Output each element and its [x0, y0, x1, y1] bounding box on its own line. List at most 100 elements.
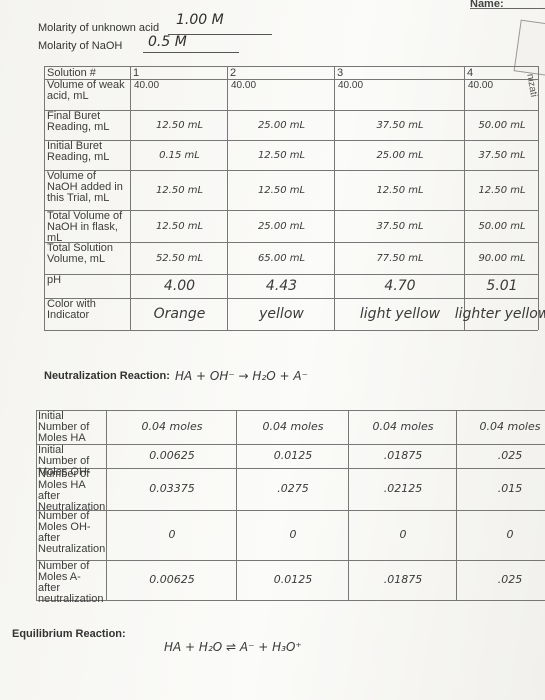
grid-row-line [36, 444, 545, 445]
naoh-molarity-line [143, 52, 239, 53]
grid-col-line [227, 66, 228, 330]
row-label: Volume of weak acid, mL [47, 79, 125, 102]
name-line [470, 8, 545, 9]
handwritten-entry: .01875 [383, 573, 423, 586]
grid-row-line [44, 298, 538, 299]
grid-col-line [538, 66, 539, 330]
naoh-molarity-value: 0.5 M [148, 34, 187, 50]
solution-number-header: 2 [230, 66, 237, 79]
row-label: Number of Moles HA after Neutralization [38, 468, 106, 513]
grid-row-line [36, 510, 545, 511]
handwritten-entry: 0.15 mL [159, 149, 200, 161]
handwritten-entry: 65.00 mL [257, 252, 306, 264]
handwritten-entry: .025 [497, 573, 523, 586]
handwritten-entry: .0275 [277, 482, 309, 495]
grid-row-line [44, 330, 538, 331]
grid-col-line [456, 410, 457, 600]
handwritten-entry: 12.50 mL [478, 184, 526, 196]
handwritten-entry: 0.00625 [149, 573, 195, 586]
handwritten-entry: 50.00 mL [478, 119, 526, 131]
handwritten-entry: 0.03375 [149, 482, 195, 495]
grid-row-line [44, 66, 538, 67]
row-label: Initial Number of Moles HA [38, 410, 90, 444]
row-label: Final Buret Reading, mL [47, 110, 110, 133]
neutralization-label: Neutralization Reaction: [44, 370, 170, 382]
handwritten-entry: 37.50 mL [376, 220, 424, 232]
grid-col-line [44, 66, 45, 330]
handwritten-entry: .02125 [383, 482, 423, 495]
acid-volume-value: 40.00 [134, 80, 160, 91]
grid-row-line [36, 468, 545, 469]
handwritten-entry: 12.50 mL [376, 184, 424, 196]
handwritten-entry: 12.50 mL [257, 184, 306, 196]
solution-header: Solution # [47, 66, 96, 79]
handwritten-entry: 0 [399, 528, 407, 541]
handwritten-entry: 25.00 mL [257, 220, 306, 232]
neutralization-equation: HA + OH⁻ → H₂O + A⁻ [175, 369, 308, 383]
handwritten-entry: 25.00 mL [376, 149, 424, 161]
handwritten-entry: .025 [497, 449, 523, 462]
row-label: Number of Moles A- after neutralization [38, 560, 104, 605]
naoh-molarity-label: Molarity of NaOH [38, 40, 123, 52]
equilibrium-equation: HA + H₂O ⇌ A⁻ + H₃O⁺ [164, 640, 302, 654]
grid-row-line [44, 79, 538, 80]
handwritten-entry: 12.50 mL [155, 119, 204, 131]
acid-volume-value: 40.00 [468, 80, 494, 91]
handwritten-entry: 0 [506, 528, 514, 541]
handwritten-entry: 0 [289, 528, 297, 541]
grid-row-line [44, 274, 538, 275]
solution-number-header: 3 [337, 66, 344, 79]
handwritten-entry: 5.01 [486, 277, 518, 294]
row-label: Volume of NaOH added in this Trial, mL [47, 170, 123, 204]
grid-row-line [44, 110, 538, 111]
handwritten-entry: 0.04 moles [372, 420, 434, 433]
solution-number-header: 4 [467, 66, 474, 79]
handwritten-entry: light yellow [359, 305, 441, 322]
handwritten-entry: 0.00625 [149, 449, 195, 462]
row-label: Color with Indicator [47, 298, 96, 321]
handwritten-entry: 50.00 mL [478, 220, 526, 232]
grid-col-line [348, 410, 349, 600]
acid-molarity-line [168, 34, 272, 35]
row-label: Total Volume of NaOH in flask, mL [47, 210, 123, 244]
grid-row-line [36, 560, 545, 561]
handwritten-entry: 37.50 mL [478, 149, 526, 161]
row-label: Total Solution Volume, mL [47, 242, 114, 265]
handwritten-entry: 25.00 mL [257, 119, 306, 131]
grid-col-line [334, 66, 335, 330]
grid-row-line [44, 210, 538, 211]
row-label: Number of Moles OH- after Neutralization [38, 510, 106, 555]
handwritten-entry: 77.50 mL [376, 252, 424, 264]
grid-row-line [44, 170, 538, 171]
handwritten-entry: Orange [153, 305, 206, 322]
handwritten-entry: 12.50 mL [155, 184, 204, 196]
grid-col-line [130, 66, 131, 330]
grid-row-line [36, 410, 545, 411]
acid-molarity-value: 1.00 M [176, 12, 224, 28]
handwritten-entry: 12.50 mL [257, 149, 306, 161]
grid-row-line [44, 242, 538, 243]
grid-col-line [106, 410, 107, 600]
handwritten-entry: 0.04 moles [141, 420, 203, 433]
handwritten-entry: 4.70 [384, 277, 416, 294]
handwritten-entry: 0.04 moles [262, 420, 324, 433]
handwritten-entry: 4.43 [265, 277, 298, 294]
grid-row-line [44, 140, 538, 141]
grid-col-line [36, 410, 37, 600]
handwritten-entry: 4.00 [163, 277, 196, 294]
acid-molarity-label: Molarity of unknown acid [38, 22, 160, 34]
equilibrium-label: Equilibrium Reaction: [12, 628, 126, 640]
name-label: Name: [470, 0, 504, 10]
row-label: Initial Buret Reading, mL [47, 140, 110, 163]
handwritten-entry: 0.0125 [273, 573, 313, 586]
row-label: pH [47, 274, 62, 286]
handwritten-entry: .015 [497, 482, 523, 495]
acid-volume-value: 40.00 [338, 80, 364, 91]
handwritten-entry: .01875 [383, 449, 423, 462]
handwritten-entry: 37.50 mL [376, 119, 424, 131]
handwritten-entry: 0.04 moles [479, 420, 541, 433]
row-label: Initial Number of Moles OH- [38, 444, 91, 478]
handwritten-entry: 90.00 mL [478, 252, 526, 264]
handwritten-entry: 52.50 mL [155, 252, 204, 264]
